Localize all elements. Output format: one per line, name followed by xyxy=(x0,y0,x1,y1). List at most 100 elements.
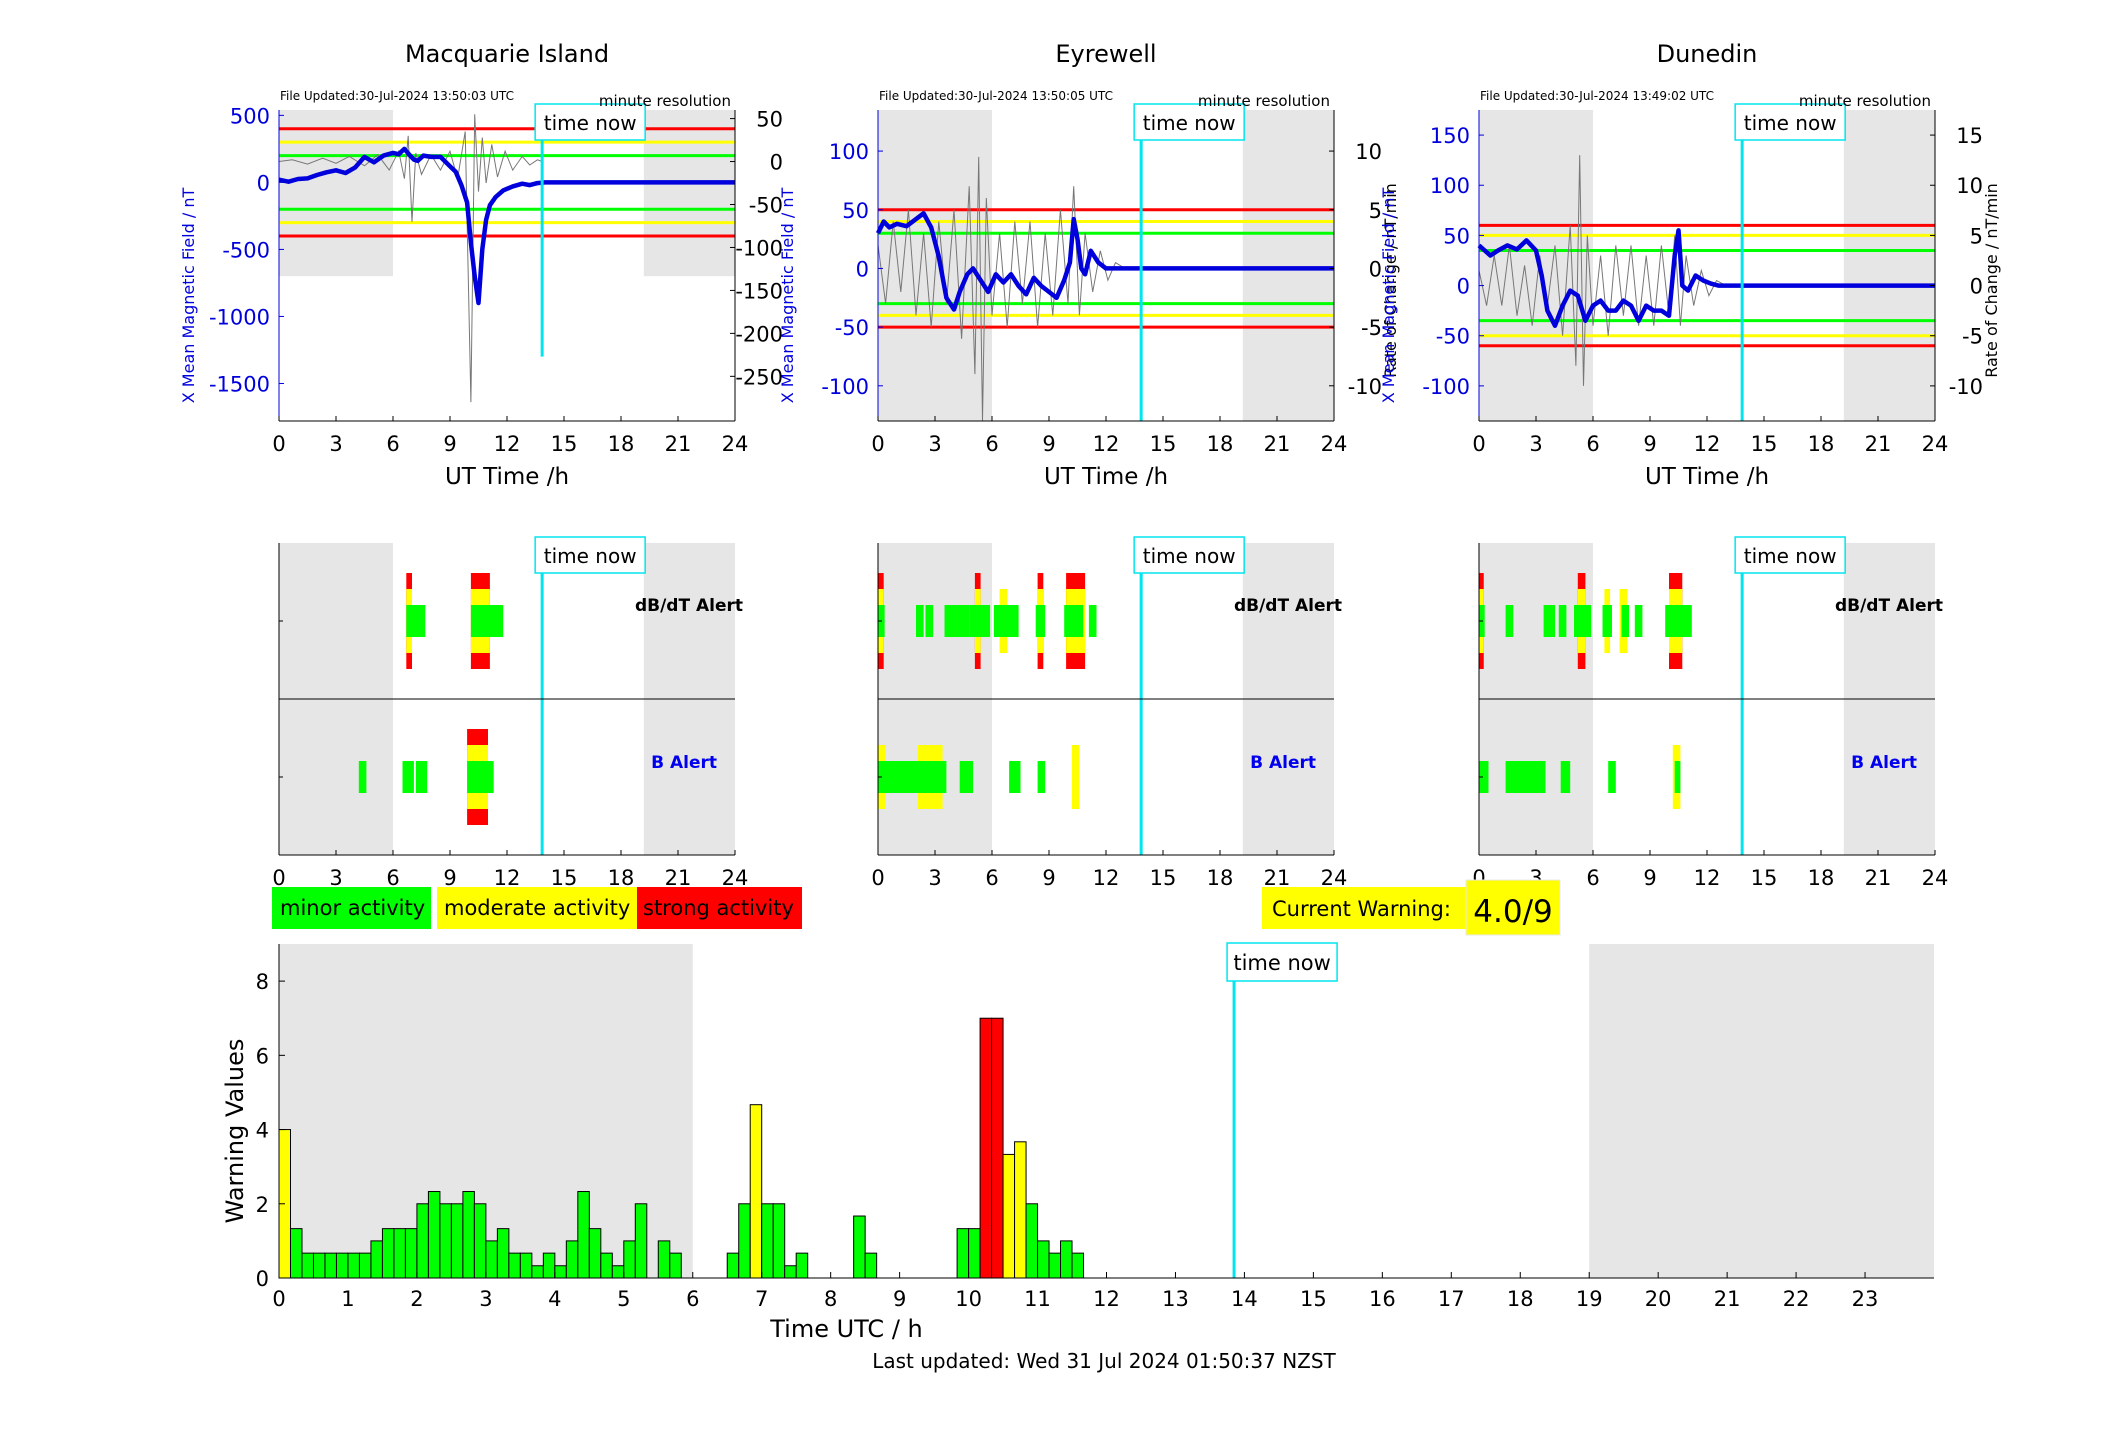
left-y-axis-label: X Mean Magnetic Field / nT xyxy=(778,188,797,404)
alert-mark-minor xyxy=(878,761,947,793)
alert-mark-minor xyxy=(1602,605,1612,637)
x-tick-label: 0 xyxy=(272,432,285,456)
warning-bar xyxy=(1048,1252,1062,1279)
alert-mark-minor xyxy=(1574,605,1592,637)
x-tick-label: 9 xyxy=(893,1287,906,1311)
warning-bar xyxy=(577,1191,590,1279)
activity-legend: minor activity moderate activity strong … xyxy=(272,887,802,929)
station-title: Dunedin xyxy=(1657,40,1758,68)
current-warning-label-box xyxy=(1262,887,1466,929)
warning-bar xyxy=(301,1252,314,1279)
warning-bar xyxy=(347,1252,360,1279)
left-y-tick-label: 500 xyxy=(230,104,270,128)
x-tick-label: 15 xyxy=(551,866,578,890)
alert-mark-minor xyxy=(1505,761,1546,793)
x-tick-label: 6 xyxy=(686,1287,699,1311)
warning-bar xyxy=(312,1252,326,1279)
rate-of-change-line xyxy=(278,114,543,403)
warning-bar xyxy=(393,1228,406,1279)
warning-bar xyxy=(669,1252,682,1279)
alert-mark-minor xyxy=(969,605,991,637)
x-axis-label: UT Time /h xyxy=(1645,464,1769,490)
warning-bar xyxy=(335,1252,349,1279)
warning-bar xyxy=(565,1240,579,1279)
alert-mark-minor xyxy=(1634,605,1643,637)
time-now-box xyxy=(1734,103,1846,141)
x-tick-label: 15 xyxy=(1150,866,1177,890)
x-tick-label: 18 xyxy=(608,866,635,890)
warning-bar xyxy=(611,1265,625,1279)
file-updated: File Updated:30-Jul-2024 13:49:02 UTC xyxy=(1480,89,1714,103)
alert-mark-minor xyxy=(916,605,924,637)
warning-bar xyxy=(439,1203,452,1279)
right-y-axis-label: Rate of Change / nT/min xyxy=(1381,183,1400,378)
x-tick-label: 5 xyxy=(617,1287,630,1311)
time-now-label: time now xyxy=(1744,111,1837,135)
warning-bar xyxy=(623,1240,636,1279)
magnetic-field-line xyxy=(875,211,1334,312)
left-y-tick-label: -1000 xyxy=(209,305,270,329)
x-tick-label: 9 xyxy=(443,866,456,890)
alert-mark-minor xyxy=(1035,605,1046,637)
alert-mark-minor xyxy=(415,761,428,793)
resolution-label: minute resolution xyxy=(1799,92,1931,110)
alert-mark-minor xyxy=(470,605,504,637)
x-tick-label: 24 xyxy=(1922,866,1949,890)
left-y-axis-label: X Mean Magnetic Field / nT xyxy=(179,188,198,404)
warning-bar xyxy=(738,1203,751,1279)
alert-mark-minor xyxy=(1674,761,1681,793)
warning-bar xyxy=(404,1228,418,1279)
x-tick-label: 9 xyxy=(1643,866,1656,890)
warning-bar xyxy=(473,1203,487,1279)
current-warning-value: 4.0/9 xyxy=(1473,894,1552,930)
x-tick-label: 12 xyxy=(1093,866,1120,890)
time-now-label: time now xyxy=(1233,951,1330,975)
warning-bar xyxy=(784,1265,797,1279)
x-tick-label: 15 xyxy=(551,432,578,456)
left-y-tick-label: 0 xyxy=(257,171,270,195)
current-warning-label: Current Warning: xyxy=(1272,897,1451,921)
x-tick-label: 12 xyxy=(1093,1287,1120,1311)
alert-mark-minor xyxy=(1009,761,1021,793)
alert-mark-minor xyxy=(1608,761,1616,793)
rate-of-change-line xyxy=(1478,155,1727,386)
warning-bar xyxy=(979,1017,993,1279)
legend-strong-swatch xyxy=(637,887,802,929)
night-shade xyxy=(1589,944,1934,1278)
warning-bar xyxy=(554,1265,567,1279)
right-y-tick-label: 10 xyxy=(1956,174,1983,198)
x-axis-label: UT Time /h xyxy=(1044,464,1168,490)
station-plot-2: Dunedin time now File Updated:30-Jul-2024 … xyxy=(1379,40,2001,490)
time-now-label: time now xyxy=(1143,111,1236,135)
x-tick-label: 12 xyxy=(1093,432,1120,456)
right-y-tick-label: -10 xyxy=(1949,375,1983,399)
alert-panel-1: time now 0 3 6 9 12 15 18 21 24 dB/dT Alert B Alert xyxy=(871,536,1347,890)
station-title: Macquarie Island xyxy=(405,40,609,68)
b-alert-label: B Alert xyxy=(1851,753,1917,773)
time-now-box xyxy=(1226,942,1338,982)
x-tick-label: 3 xyxy=(479,1287,492,1311)
warning-bar xyxy=(358,1252,372,1279)
alert-mark-minor xyxy=(959,761,973,793)
time-now-box xyxy=(1734,536,1846,574)
warning-bar xyxy=(324,1252,337,1279)
alert-mark-minor xyxy=(1560,761,1571,793)
night-shade xyxy=(1479,110,1593,421)
right-y-axis-label: Rate of Change / nT/min xyxy=(1982,183,2001,378)
time-now-box xyxy=(534,536,646,574)
x-tick-label: 12 xyxy=(1694,866,1721,890)
file-updated: File Updated:30-Jul-2024 13:50:05 UTC xyxy=(879,89,1113,103)
y-tick-label: 2 xyxy=(256,1193,269,1217)
warning-bar xyxy=(1060,1240,1073,1279)
warning-bar xyxy=(634,1203,648,1279)
warning-bar xyxy=(795,1252,809,1279)
warning-bar xyxy=(531,1265,544,1279)
right-y-tick-label: -200 xyxy=(735,322,783,346)
left-y-tick-label: 150 xyxy=(1430,124,1470,148)
warning-bar xyxy=(508,1252,521,1279)
time-now-label: time now xyxy=(1744,544,1837,568)
current-warning-value-box xyxy=(1465,879,1561,936)
time-now-label: time now xyxy=(544,544,637,568)
left-y-tick-label: -100 xyxy=(1422,375,1470,399)
magnetic-field-plots: Macquarie Island time now File Updated:30-… xyxy=(179,40,2001,490)
